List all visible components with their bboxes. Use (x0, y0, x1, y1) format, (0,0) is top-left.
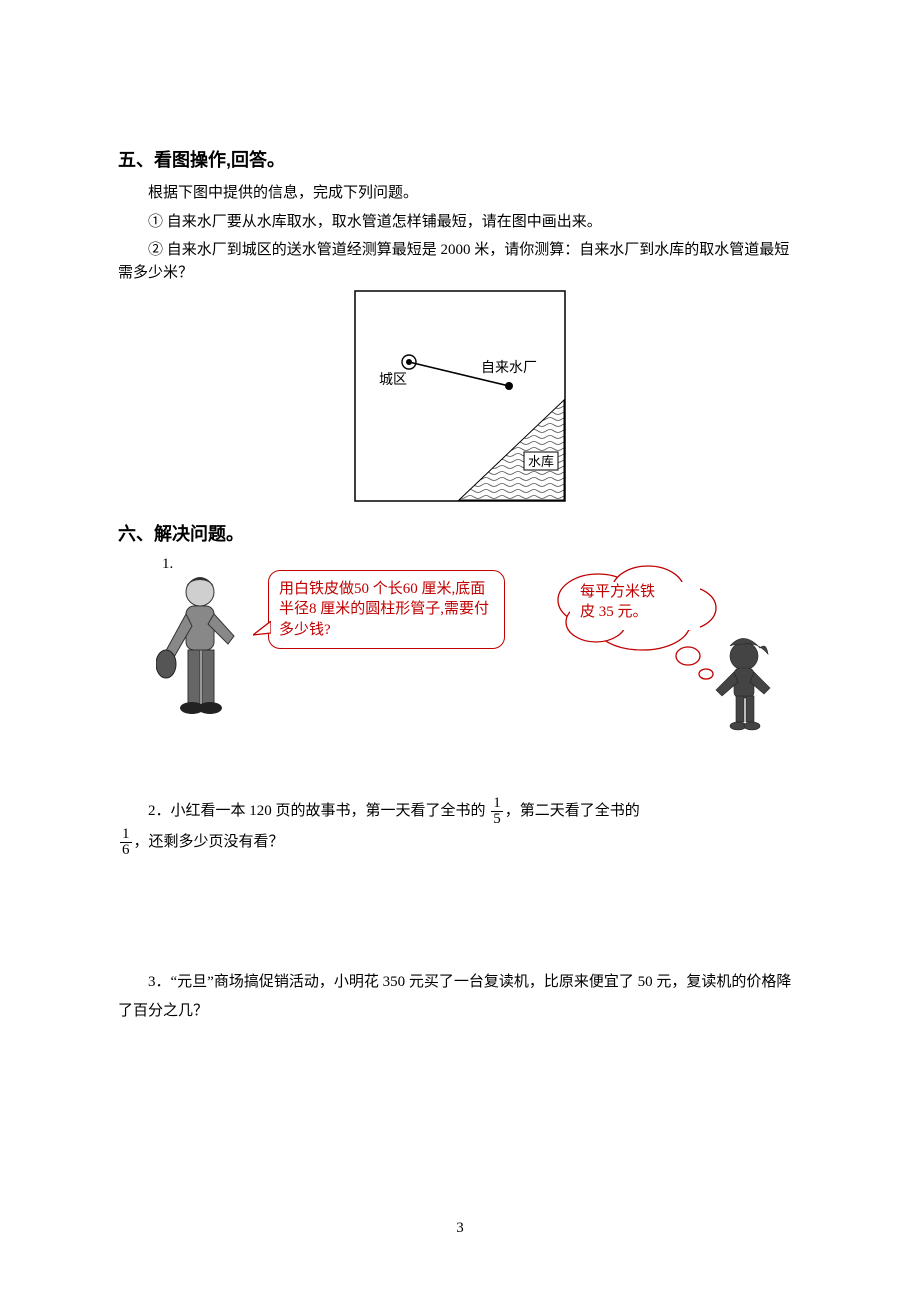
q3-text: 3．“元旦”商场搞促销活动，小明花 350 元买了一台复读机，比原来便宜了 50… (118, 974, 791, 1019)
svg-text:城区: 城区 (379, 372, 407, 388)
q1-cloud-l1: 每平方米铁 (580, 584, 655, 600)
speech-tail-left-icon (253, 621, 271, 639)
svg-text:水库: 水库 (528, 454, 554, 469)
q2-frac1: 15 (491, 796, 503, 827)
character-left-icon (156, 572, 252, 742)
section5-intro: 根据下图中提供的信息，完成下列问题。 (118, 182, 802, 205)
section5-body: 根据下图中提供的信息，完成下列问题。 ① 自来水厂要从水库取水，取水管道怎样铺最… (118, 182, 802, 284)
q2-frac2: 16 (120, 827, 132, 858)
q1-figure: 1. 用白铁皮做50 个长60 厘米,底面半径8 厘米的圆柱形管子,需要付多少钱… (118, 556, 802, 756)
section5-title: 五、看图操作,回答。 (118, 146, 802, 172)
section5-item1: ① 自来水厂要从水库取水，取水管道怎样铺最短，请在图中画出来。 (118, 211, 802, 234)
q1-speech-left-text: 用白铁皮做50 个长60 厘米,底面半径8 厘米的圆柱形管子,需要付多少钱? (279, 581, 489, 638)
q1-cloud-text: 每平方米铁 皮 35 元。 (580, 582, 655, 623)
page-number: 3 (0, 1220, 920, 1237)
q2-suffix: ，还剩多少页没有看？ (134, 834, 284, 850)
q2-mid: ，第二天看了全书的 (505, 803, 640, 819)
section5-diagram-wrap: 城区 自来水厂 水库 (118, 290, 802, 502)
q1-cloud-l2: 皮 35 元。 (580, 604, 648, 620)
character-right-icon (710, 636, 780, 736)
q3-block: 3．“元旦”商场搞促销活动，小明花 350 元买了一台复读机，比原来便宜了 50… (118, 968, 802, 1025)
section6-title: 六、解决问题。 (118, 520, 802, 546)
section5-diagram: 城区 自来水厂 水库 (354, 290, 566, 502)
q2-prefix: 2．小红看一本 120 页的故事书，第一天看了全书的 (148, 803, 489, 819)
svg-text:自来水厂: 自来水厂 (481, 360, 537, 376)
q1-cloud-bubble (538, 556, 738, 696)
section5-item2: ② 自来水厂到城区的送水管道经测算最短是 2000 米，请你测算：自来水厂到水库… (118, 239, 802, 284)
q1-speech-left: 用白铁皮做50 个长60 厘米,底面半径8 厘米的圆柱形管子,需要付多少钱? (268, 570, 505, 649)
page-content: 五、看图操作,回答。 根据下图中提供的信息，完成下列问题。 ① 自来水厂要从水库… (118, 146, 802, 1025)
q2-block: 2．小红看一本 120 页的故事书，第一天看了全书的 15，第二天看了全书的 1… (118, 796, 802, 858)
q1-number: 1. (162, 556, 173, 573)
